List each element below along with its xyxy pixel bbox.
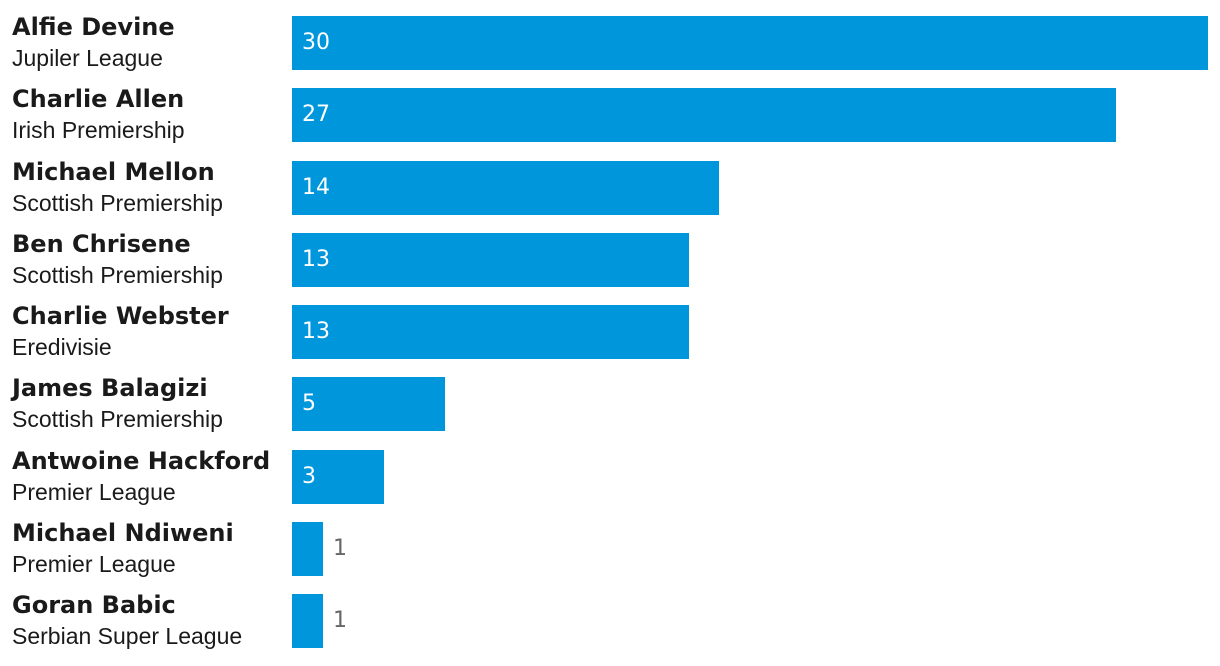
subcategory-label: Premier League bbox=[12, 478, 176, 505]
bar bbox=[292, 88, 1116, 143]
data-label: 27 bbox=[302, 102, 330, 128]
data-label: 13 bbox=[302, 319, 330, 344]
subcategory-label: Premier League bbox=[12, 550, 176, 577]
subcategory-label: Serbian Super League bbox=[12, 623, 243, 649]
category-label: Alfie Devine bbox=[12, 13, 175, 41]
subcategory-label: Irish Premiership bbox=[12, 117, 185, 144]
category-label: James Balagizi bbox=[12, 374, 208, 403]
data-label: 14 bbox=[302, 174, 330, 200]
bar bbox=[292, 160, 719, 215]
bar bbox=[292, 305, 689, 359]
category-label: Charlie Webster bbox=[12, 302, 229, 330]
bar bbox=[292, 449, 384, 504]
category-label: Goran Babic bbox=[12, 591, 176, 619]
bar bbox=[292, 521, 323, 576]
bar-row: Charlie Webster Eredivisie 13 bbox=[0, 302, 1220, 377]
bar bbox=[292, 594, 323, 648]
data-label: 3 bbox=[302, 463, 316, 489]
subcategory-label: Scottish Premiership bbox=[12, 189, 223, 216]
bar bbox=[292, 232, 689, 287]
bar-row: James Balagizi Scottish Premiership 5 bbox=[0, 374, 1220, 449]
data-label: 13 bbox=[302, 246, 330, 272]
category-label: Ben Chrisene bbox=[12, 229, 191, 258]
bar-row: Antwoine Hackford Premier League 3 bbox=[0, 447, 1220, 522]
subcategory-label: Scottish Premiership bbox=[12, 406, 223, 433]
subcategory-label: Eredivisie bbox=[12, 334, 112, 360]
category-label: Antwoine Hackford bbox=[12, 446, 271, 475]
data-label: 5 bbox=[302, 391, 316, 417]
bar-row: Michael Mellon Scottish Premiership 14 bbox=[0, 158, 1220, 233]
bar bbox=[292, 16, 1208, 70]
data-label: 1 bbox=[333, 608, 347, 633]
data-label: 30 bbox=[302, 30, 330, 55]
bar-row: Michael Ndiweni Premier League 1 bbox=[0, 519, 1220, 594]
bar-row: Ben Chrisene Scottish Premiership 13 bbox=[0, 230, 1220, 305]
category-label: Charlie Allen bbox=[12, 85, 185, 114]
bar-row: Goran Babic Serbian Super League 1 bbox=[0, 591, 1220, 666]
data-label: 1 bbox=[333, 535, 347, 561]
subcategory-label: Scottish Premiership bbox=[12, 261, 223, 288]
bar bbox=[292, 377, 445, 432]
bar-row: Alfie Devine Jupiler League 30 bbox=[0, 13, 1220, 88]
category-label: Michael Ndiweni bbox=[12, 518, 234, 547]
category-label: Michael Mellon bbox=[12, 157, 215, 186]
bar-row: Charlie Allen Irish Premiership 27 bbox=[0, 85, 1220, 160]
subcategory-label: Jupiler League bbox=[12, 45, 163, 71]
